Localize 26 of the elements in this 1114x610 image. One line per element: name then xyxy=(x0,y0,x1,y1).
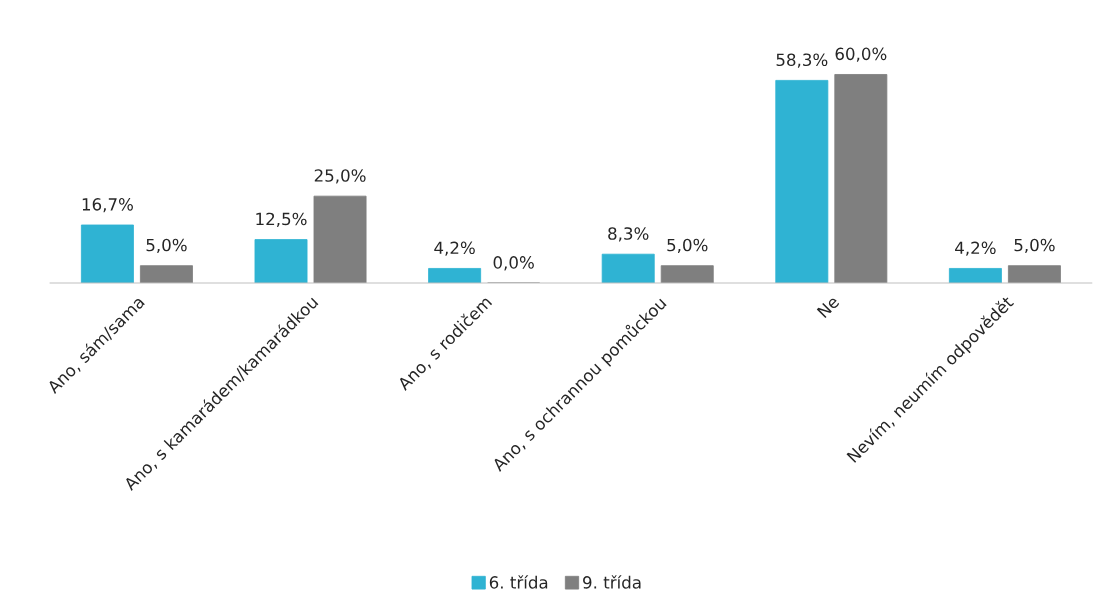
bar xyxy=(313,195,367,284)
data-label: 58,3% xyxy=(776,53,828,68)
data-label: 16,7% xyxy=(82,198,133,213)
legend-label: 9. třída xyxy=(583,575,641,589)
data-label: 4,2% xyxy=(434,241,475,256)
legend-label: 6. třída xyxy=(489,575,548,589)
bar xyxy=(1007,265,1061,284)
data-label: 4,2% xyxy=(955,241,996,256)
data-label: 5,0% xyxy=(146,238,187,254)
bar xyxy=(775,79,829,284)
bar xyxy=(660,265,714,284)
bar xyxy=(948,268,1002,284)
data-label: 25,0% xyxy=(314,169,366,184)
bar xyxy=(834,74,888,284)
data-label: 0,0% xyxy=(493,256,534,271)
data-label: 12,5% xyxy=(256,212,307,227)
bar xyxy=(254,239,308,284)
bar xyxy=(139,265,193,284)
data-label: 60,0% xyxy=(835,47,887,62)
data-label: 8,3% xyxy=(608,227,649,242)
bar xyxy=(428,268,482,284)
bar xyxy=(80,224,134,284)
data-label: 5,0% xyxy=(667,238,708,254)
bar xyxy=(601,253,655,284)
data-label: 5,0% xyxy=(1014,238,1055,254)
x-tick-label: Ne xyxy=(816,295,840,319)
